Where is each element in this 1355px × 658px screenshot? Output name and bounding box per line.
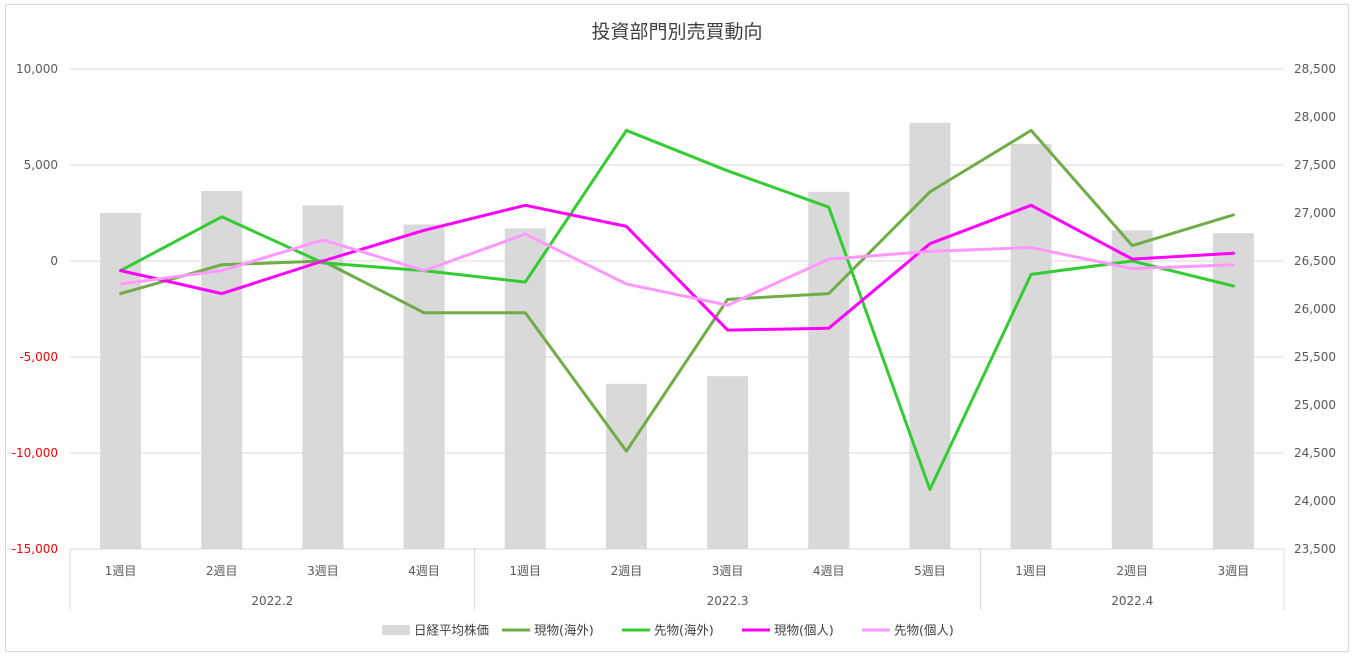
x-tick-label: 1週目 bbox=[1015, 564, 1047, 578]
bar bbox=[201, 190, 243, 550]
right-tick-label: 25,000 bbox=[1294, 398, 1336, 412]
bar bbox=[707, 376, 749, 549]
bar bbox=[909, 122, 951, 549]
left-tick-label: -10,000 bbox=[12, 446, 58, 460]
series-line bbox=[119, 203, 1235, 332]
bar bbox=[1212, 233, 1254, 549]
x-tick-label: 2週目 bbox=[611, 564, 643, 578]
x-tick-label: 4週目 bbox=[813, 564, 845, 578]
legend-label: 先物(個人) bbox=[894, 623, 954, 638]
x-tick-label: 3週目 bbox=[1218, 564, 1250, 578]
series-line bbox=[119, 128, 1235, 491]
legend-swatch bbox=[382, 625, 410, 635]
series-line bbox=[119, 232, 1235, 307]
x-tick-label: 1週目 bbox=[509, 564, 541, 578]
right-tick-label: 24,500 bbox=[1294, 446, 1336, 460]
x-group-label: 2022.2 bbox=[251, 594, 293, 608]
left-tick-label: -15,000 bbox=[12, 542, 58, 556]
x-tick-label: 3週目 bbox=[307, 564, 339, 578]
line-series-group bbox=[119, 128, 1235, 491]
right-tick-label: 26,500 bbox=[1294, 254, 1336, 268]
right-tick-label: 27,500 bbox=[1294, 158, 1336, 172]
right-tick-label: 25,500 bbox=[1294, 350, 1336, 364]
right-tick-label: 27,000 bbox=[1294, 206, 1336, 220]
legend-label: 先物(海外) bbox=[654, 623, 714, 638]
chart-title: 投資部門別売買動向 bbox=[591, 21, 762, 43]
right-tick-label: 26,000 bbox=[1294, 302, 1336, 316]
bar bbox=[605, 383, 647, 549]
left-tick-label: 0 bbox=[50, 254, 58, 268]
bar bbox=[808, 191, 850, 549]
bar bbox=[504, 228, 546, 550]
left-tick-label: 10,000 bbox=[16, 62, 58, 76]
x-group-label: 2022.4 bbox=[1111, 594, 1153, 608]
x-axis: 1週目 2週目 3週目 4週目 1週目 2週目 3週目 4週目 5週目 1週目 2週目 3週目 2022… bbox=[69, 549, 1285, 610]
right-tick-label: 24,000 bbox=[1294, 494, 1336, 508]
right-tick-label: 28,000 bbox=[1294, 110, 1336, 124]
right-axis: 28,500 28,000 27,500 27,000 26,500 26,000 25,5… bbox=[1294, 62, 1336, 556]
left-tick-label: -5,000 bbox=[19, 350, 58, 364]
legend-label: 現物(個人) bbox=[774, 623, 834, 638]
legend-label: 現物(海外) bbox=[534, 623, 594, 638]
legend: 日経平均株価 現物(海外) 先物(海外) 現物(個人) 先物(個人) bbox=[382, 623, 954, 638]
x-tick-label: 2週目 bbox=[1116, 564, 1148, 578]
right-tick-label: 28,500 bbox=[1294, 62, 1336, 76]
gridlines bbox=[70, 68, 1284, 550]
left-tick-label: 5,000 bbox=[24, 158, 58, 172]
x-tick-label: 4週目 bbox=[408, 564, 440, 578]
right-tick-label: 23,500 bbox=[1294, 542, 1336, 556]
bar bbox=[1111, 230, 1153, 549]
bar bbox=[403, 224, 445, 549]
x-tick-label: 2週目 bbox=[206, 564, 238, 578]
legend-label: 日経平均株価 bbox=[414, 623, 489, 638]
x-tick-label: 3週目 bbox=[712, 564, 744, 578]
series-line bbox=[119, 128, 1235, 453]
x-tick-label: 5週目 bbox=[914, 564, 946, 578]
x-tick-label: 1週目 bbox=[105, 564, 137, 578]
x-group-label: 2022.3 bbox=[707, 594, 749, 608]
left-axis: 10,000 5,000 0 -5,000 -10,000 -15,000 bbox=[12, 62, 58, 556]
